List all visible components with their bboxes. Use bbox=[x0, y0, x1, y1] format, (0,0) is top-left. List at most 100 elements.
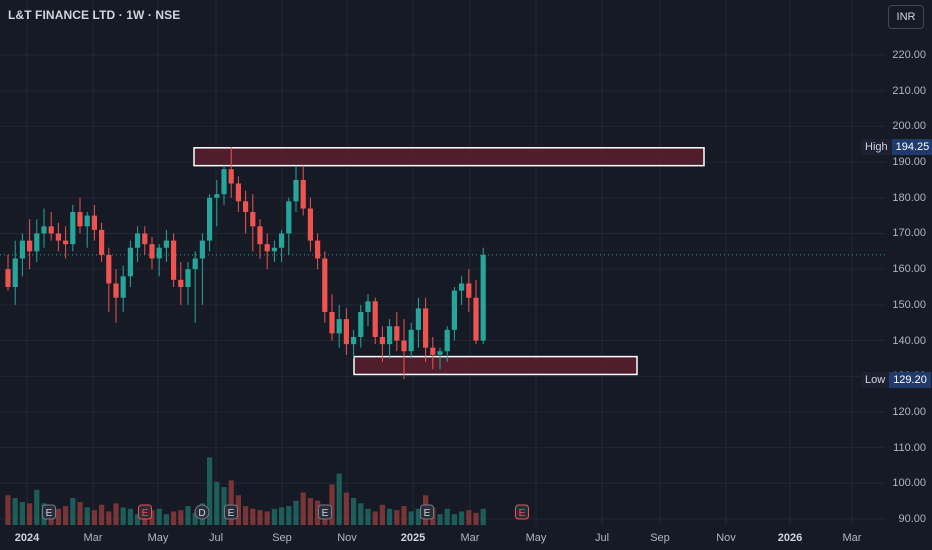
candle-body bbox=[271, 247, 277, 252]
candle-body bbox=[415, 308, 421, 330]
volume-bar bbox=[444, 508, 450, 525]
price-tick-label: 110.00 bbox=[893, 441, 926, 454]
price-tick-label: 160.00 bbox=[892, 263, 926, 276]
candle-body bbox=[55, 233, 61, 241]
badge-text: E bbox=[142, 508, 149, 519]
volume-bar bbox=[70, 497, 76, 525]
volume-bar bbox=[27, 503, 33, 525]
time-tick-label: Sep bbox=[650, 532, 670, 544]
volume-bar bbox=[149, 510, 155, 525]
high-label: High bbox=[861, 139, 892, 155]
volume-bar bbox=[300, 492, 306, 525]
earnings-badge: E bbox=[42, 504, 56, 520]
volume-bar bbox=[207, 457, 213, 525]
candle-body bbox=[300, 179, 306, 209]
badge-text: E bbox=[322, 508, 329, 519]
earnings-badge: E bbox=[420, 504, 434, 520]
candle-body bbox=[379, 336, 385, 345]
candle-body bbox=[178, 279, 184, 287]
currency-button[interactable]: INR bbox=[888, 5, 924, 29]
time-tick-label: 2024 bbox=[14, 532, 40, 544]
volume-bar bbox=[77, 502, 83, 525]
volume-bar bbox=[480, 508, 486, 525]
volume-bar bbox=[329, 484, 335, 525]
volume-bar bbox=[271, 508, 277, 525]
candle-body bbox=[264, 244, 270, 252]
price-tick-label: 90.00 bbox=[898, 513, 926, 525]
candle-body bbox=[106, 254, 112, 284]
volume-bar bbox=[379, 504, 385, 525]
candle-body bbox=[322, 258, 328, 312]
candle-body bbox=[185, 269, 191, 287]
candle-body bbox=[171, 240, 177, 280]
badge-shape bbox=[420, 504, 434, 520]
badge-shape bbox=[138, 504, 152, 520]
volume-bar bbox=[415, 508, 421, 525]
volume-bar bbox=[135, 514, 141, 525]
candle-body bbox=[473, 297, 479, 341]
volume-bar bbox=[12, 497, 18, 525]
candle-body bbox=[5, 269, 11, 287]
volume-bar bbox=[171, 511, 177, 525]
volume-bar bbox=[257, 510, 263, 525]
candle-body bbox=[99, 229, 105, 255]
candle-body bbox=[84, 215, 90, 227]
volume-bar bbox=[343, 492, 349, 525]
earnings-badge: E bbox=[138, 504, 152, 520]
candle-body bbox=[77, 212, 83, 227]
chart-title: L&T FINANCE LTD · 1W · NSE bbox=[8, 8, 181, 22]
candle-body bbox=[19, 240, 25, 259]
candle-body bbox=[41, 226, 47, 234]
price-tick-label: 100.00 bbox=[892, 477, 926, 490]
volume-bar bbox=[293, 500, 299, 525]
volume-bar bbox=[336, 473, 342, 525]
volume-bar bbox=[408, 511, 414, 525]
volume-bar bbox=[459, 511, 465, 525]
price-tick-label: 170.00 bbox=[892, 227, 926, 240]
candle-body bbox=[228, 169, 234, 184]
volume-bar bbox=[120, 507, 126, 525]
candle-body bbox=[336, 319, 342, 334]
earnings-badge: E bbox=[515, 504, 529, 520]
earnings-badge: E bbox=[224, 504, 238, 520]
volume-bar bbox=[437, 514, 443, 525]
candle-body bbox=[156, 247, 162, 259]
volume-bar bbox=[235, 495, 241, 525]
candle-body bbox=[27, 240, 33, 252]
price-tick-label: 140.00 bbox=[892, 334, 926, 347]
volume-bar bbox=[228, 480, 234, 525]
candle-body bbox=[466, 283, 472, 298]
badge-text: E bbox=[424, 508, 431, 519]
candle-body bbox=[451, 290, 457, 330]
time-tick-label: May bbox=[525, 532, 547, 544]
volume-bar bbox=[401, 506, 407, 525]
candlestick-series bbox=[5, 146, 486, 380]
volume-bar bbox=[286, 506, 292, 525]
low-marker: Low 129.20 bbox=[861, 372, 931, 388]
time-tick-label: Jul bbox=[594, 532, 610, 544]
volume-bar bbox=[372, 511, 378, 525]
candle-body bbox=[257, 226, 263, 245]
volume-bar bbox=[394, 510, 400, 525]
candle-body bbox=[113, 283, 119, 298]
candle-body bbox=[315, 240, 321, 259]
candle-body bbox=[343, 319, 349, 345]
candle-body bbox=[365, 301, 371, 312]
candle-body bbox=[199, 240, 205, 259]
high-value: 194.25 bbox=[891, 139, 932, 155]
badge-text: D bbox=[198, 508, 205, 519]
candle-body bbox=[34, 233, 40, 252]
badge-text: E bbox=[46, 508, 53, 519]
price-tick-label: 200.00 bbox=[892, 120, 926, 133]
candle-body bbox=[48, 226, 54, 234]
candle-body bbox=[63, 240, 69, 245]
candle-body bbox=[127, 247, 133, 277]
price-tick-label: 190.00 bbox=[892, 156, 926, 169]
candle-body bbox=[163, 240, 169, 248]
candle-body bbox=[423, 308, 429, 348]
candle-body bbox=[235, 183, 241, 202]
time-tick-label: Sep bbox=[272, 532, 292, 544]
volume-bar bbox=[34, 489, 40, 525]
candle-body bbox=[394, 326, 400, 341]
